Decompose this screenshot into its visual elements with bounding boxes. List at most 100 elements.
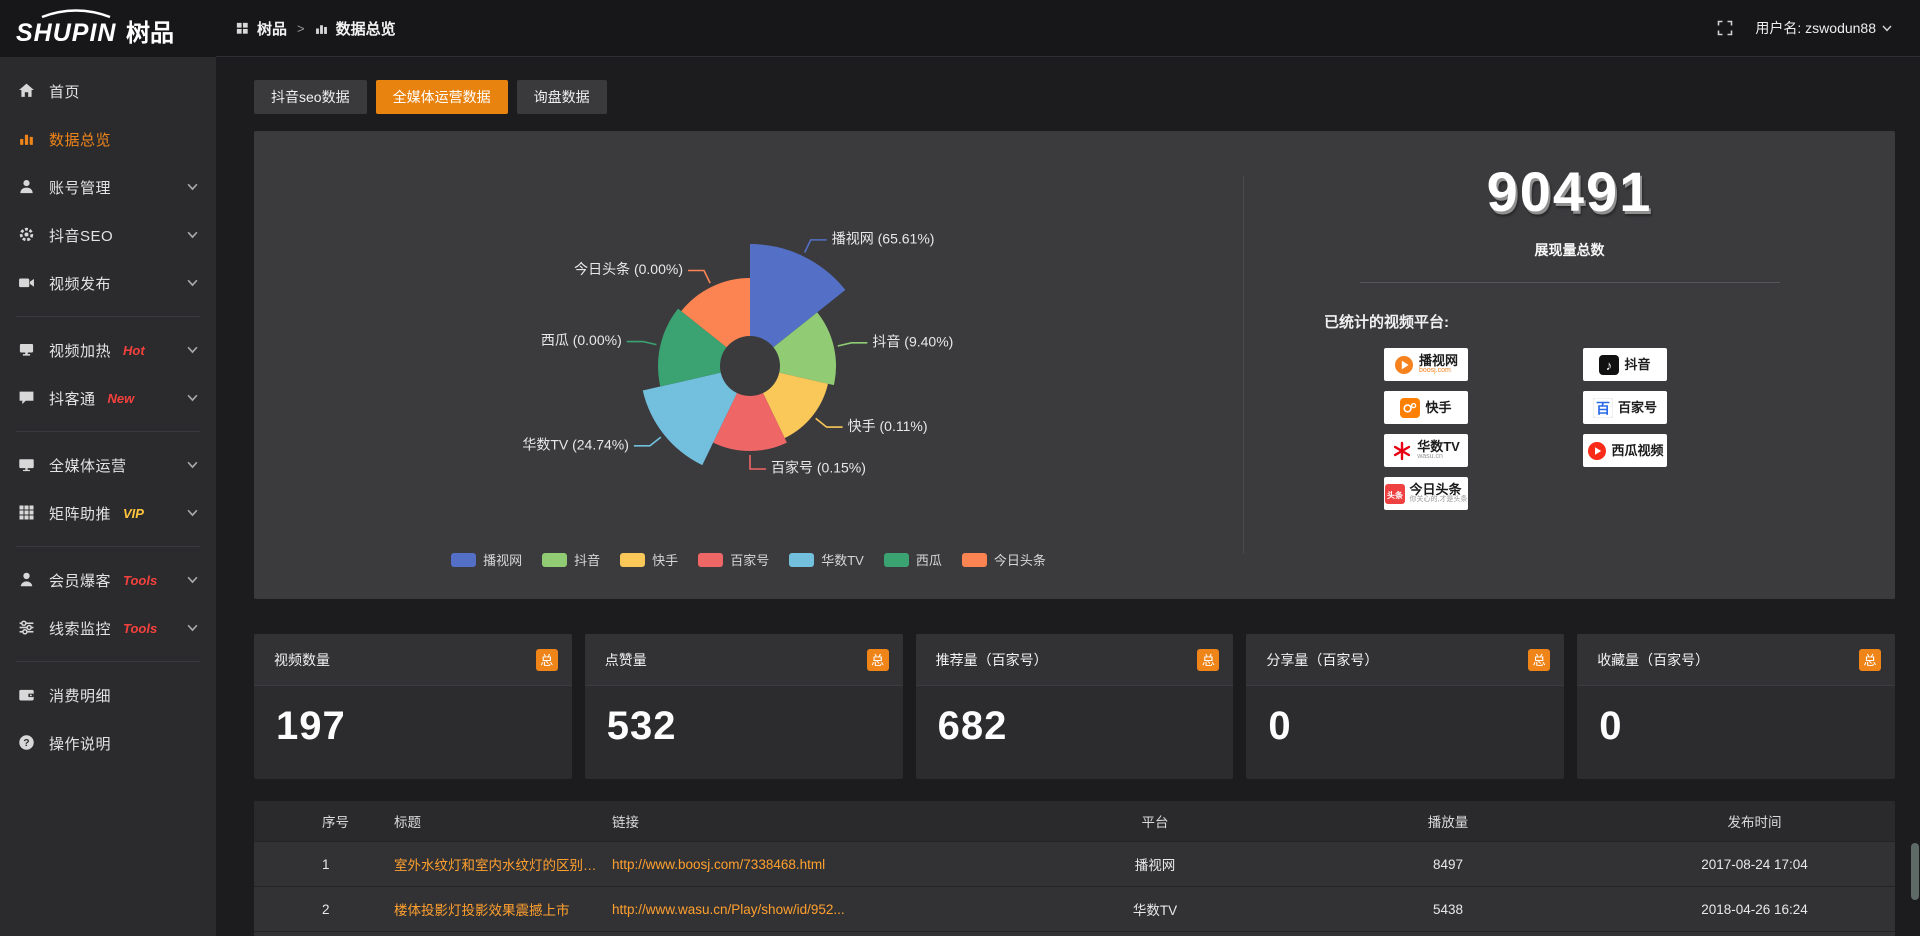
pie-slice-今日头条[interactable] — [681, 278, 750, 348]
row-platform: 播视网 — [1134, 858, 1176, 873]
chevron-down-icon — [187, 231, 198, 239]
tab-3[interactable]: 询盘数据 — [516, 80, 607, 114]
stat-card-3: 推荐量（百家号） 总 682 — [915, 634, 1234, 779]
wasu-logo-icon — [1392, 441, 1412, 461]
pie-slice-华数TV[interactable] — [642, 372, 737, 466]
platform-badge-text: 播视网 boosj.com — [1419, 354, 1458, 375]
sidebar-item-home[interactable]: 首页 — [0, 67, 216, 115]
sidebar-item-douyin-seo[interactable]: 抖音SEO — [0, 211, 216, 259]
sidebar-item-matrix-push[interactable]: 矩阵助推 VIP — [0, 489, 216, 537]
panel-divider — [1243, 176, 1244, 554]
pie-slice-抖音[interactable] — [773, 312, 836, 386]
platform-sub: boosj.com — [1418, 367, 1451, 375]
sidebar-item-account-manage[interactable]: 账号管理 — [0, 163, 216, 211]
pie-slice-西瓜[interactable] — [658, 308, 727, 387]
douyin-logo-icon: ♪ — [1599, 354, 1620, 375]
legend-item-抖音[interactable]: 抖音 — [542, 550, 600, 569]
xigua-logo-icon — [1587, 441, 1607, 461]
svg-text:♪: ♪ — [1606, 358, 1613, 373]
sidebar-item-video-publish[interactable]: 视频发布 — [0, 259, 216, 307]
breadcrumb-page[interactable]: 数据总览 — [315, 18, 396, 39]
fullscreen-icon[interactable] — [1717, 20, 1733, 36]
legend-item-今日头条[interactable]: 今日头条 — [961, 550, 1046, 569]
platform-badge-text: 快手 — [1425, 401, 1451, 415]
row-checkbox-cell — [254, 855, 310, 873]
pie-slice-快手[interactable] — [763, 372, 828, 439]
pie-slice-百家号[interactable] — [713, 393, 787, 451]
scrollbar-thumb[interactable] — [1911, 843, 1919, 900]
pie-label-今日头条: 今日头条 (0.00%) — [574, 261, 683, 277]
sidebar-item-label: 矩阵助推 — [49, 505, 112, 523]
legend-item-西瓜[interactable]: 西瓜 — [883, 550, 942, 569]
sidebar-item-douketong[interactable]: 抖客通 New — [0, 374, 216, 422]
platform-badge-华数TV: 华数TV wasu.cn — [1384, 434, 1468, 467]
app-icon — [236, 22, 249, 35]
row-link[interactable]: http://www.wasu.cn/Play/show/id/952... — [612, 901, 845, 917]
legend-item-快手[interactable]: 快手 — [620, 550, 678, 569]
breadcrumb-page-label: 数据总览 — [335, 20, 396, 38]
breadcrumb-app[interactable]: 树品 — [236, 18, 287, 39]
video-icon — [18, 274, 36, 292]
sidebar-item-label: 抖客通 — [49, 390, 96, 408]
tab-2[interactable]: 全媒体运营数据 — [375, 80, 508, 114]
tab-1[interactable]: 抖音seo数据 — [254, 80, 367, 114]
legend-label: 播视网 — [483, 553, 523, 568]
legend-item-百家号[interactable]: 百家号 — [698, 550, 769, 569]
kuaishou-logo-icon — [1400, 397, 1421, 418]
bar-chart-icon — [315, 22, 328, 35]
stat-card-value: 0 — [1268, 704, 1292, 748]
chevron-down-icon — [187, 394, 198, 402]
sidebar-item-video-heat[interactable]: 视频加热 Hot — [0, 326, 216, 374]
logo-graphic: SHUPIN 树品 — [16, 8, 174, 47]
platforms-title: 已统计的视频平台: — [1324, 314, 1449, 331]
pie-label-百家号: 百家号 (0.15%) — [771, 460, 866, 476]
user-menu[interactable]: 用户名: zswodun88 — [1755, 18, 1892, 38]
legend-item-播视网[interactable]: 播视网 — [451, 550, 522, 569]
summary-divider — [1359, 282, 1780, 283]
row-link[interactable]: http://www.boosj.com/7338468.html — [612, 856, 826, 872]
chevron-down-icon — [187, 279, 198, 287]
chevron-down-icon — [187, 509, 198, 517]
row-title[interactable]: 楼体投影灯投影效果震撼上市 — [394, 903, 570, 918]
sidebar-item-member-baoke[interactable]: 会员爆客 Tools — [0, 556, 216, 604]
platform-badge-text: 华数TV wasu.cn — [1417, 440, 1460, 461]
chevron-down-icon — [187, 461, 198, 469]
sidebar-divider — [16, 431, 200, 432]
baijiahao-logo-icon: 百 — [1592, 397, 1613, 418]
sidebar-item-operation-guide[interactable]: ? 操作说明 — [0, 719, 216, 767]
sidebar-item-clue-monitor[interactable]: 线索监控 Tools — [0, 604, 216, 652]
platform-badge-text: 西瓜视频 — [1612, 444, 1664, 458]
row-time: 2017-08-24 17:04 — [1701, 856, 1808, 872]
legend-item-华数TV[interactable]: 华数TV — [789, 550, 864, 569]
sidebar-item-consume-detail[interactable]: 消费明细 — [0, 671, 216, 719]
sidebar-divider — [16, 661, 200, 662]
platform-name: 播视网 — [1418, 352, 1458, 368]
stat-card-value: 532 — [606, 704, 677, 748]
stat-card-title: 推荐量（百家号） — [935, 651, 1048, 668]
sidebar-divider — [16, 316, 200, 317]
legend-swatch — [542, 552, 568, 567]
sidebar-item-data-overview[interactable]: 数据总览 — [0, 115, 216, 163]
sidebar-item-label: 首页 — [49, 83, 81, 101]
row-num: 2 — [322, 901, 330, 917]
legend-label: 快手 — [652, 553, 679, 568]
pie-slice-播视网[interactable] — [750, 244, 846, 348]
row-title[interactable]: 室外水纹灯和室内水纹灯的区别和简介 — [394, 858, 600, 873]
app-logo[interactable]: SHUPIN 树品 — [0, 0, 216, 57]
legend-label: 百家号 — [730, 553, 770, 568]
chevron-down-icon — [187, 624, 198, 632]
stat-card-title: 收藏量（百家号） — [1597, 651, 1710, 668]
sidebar-item-label: 操作说明 — [49, 735, 112, 753]
legend-swatch — [961, 552, 987, 567]
platform-badge-text: 抖音 — [1624, 358, 1650, 372]
table-header-1: 序号 — [322, 815, 349, 830]
stat-card-2: 点赞量 总 532 — [584, 634, 903, 779]
sidebar-item-label: 全媒体运营 — [49, 457, 127, 475]
page-scrollbar — [1910, 0, 1919, 936]
table-row: 1 室外水纹灯和室内水纹灯的区别和简介 http://www.boosj.com/7… — [254, 841, 1895, 886]
sidebar-item-omni-media[interactable]: 全媒体运营 — [0, 441, 216, 489]
chevron-down-icon — [187, 346, 198, 354]
platform-name: 抖音 — [1624, 356, 1651, 372]
toutiao-logo-icon: 头条 — [1384, 483, 1405, 504]
